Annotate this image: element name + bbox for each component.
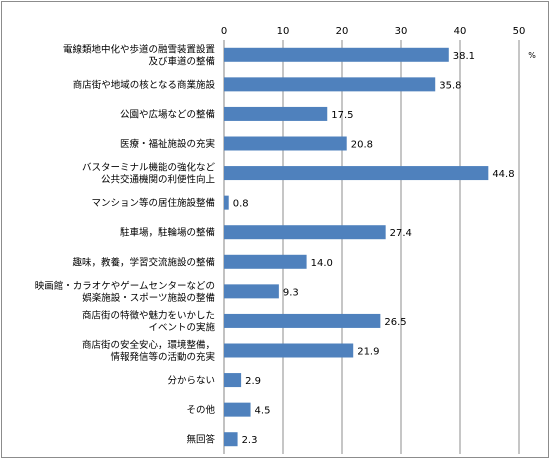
value-label: 0.8: [233, 199, 249, 210]
value-label: 35.8: [439, 80, 461, 91]
category-labels: 電線類地中化や歩道の融雪装置設置及び車道の整備商店街や地域の核となる商業施設公園…: [35, 43, 216, 445]
category-label: 商店街の特徴や魅力をいかしたイベントの実施: [82, 309, 216, 333]
category-label: マンション等の居住施設整備: [91, 197, 215, 209]
bar: [224, 373, 242, 388]
x-tick-label: 20: [336, 26, 349, 37]
x-tick-label: 0: [221, 26, 227, 37]
category-label: 商店街や地域の核となる商業施設: [73, 79, 216, 91]
bar: [224, 254, 307, 269]
category-label: 趣味，教養，学習交流施設の整備: [72, 256, 215, 268]
bar: [224, 47, 449, 62]
category-label: 映画館・カラオケやゲームセンターなどの娯楽施設・スポーツ施設の整備: [35, 280, 215, 304]
value-label: 2.9: [245, 376, 261, 387]
bar: [224, 106, 328, 121]
bar: [224, 225, 386, 240]
bars: [224, 47, 489, 447]
value-labels: 38.1 35.8 17.5 20.8 44.8 0.8 27.4 14.0 9.3 26.5 21…: [233, 51, 515, 446]
bar: [224, 166, 489, 181]
value-label: 17.5: [331, 110, 353, 121]
value-label: 38.1: [453, 51, 475, 62]
category-label: 分からない: [167, 376, 215, 387]
value-label: 44.8: [492, 169, 514, 180]
value-label: 4.5: [255, 406, 271, 417]
bar: [224, 432, 238, 447]
value-label: 27.4: [390, 228, 412, 239]
x-tick-label: 30: [395, 26, 408, 37]
value-label: 9.3: [283, 287, 299, 298]
category-label: 駐車場，駐輪場の整備: [120, 227, 215, 239]
bar: [224, 402, 251, 417]
bar: [224, 136, 347, 151]
value-label: 2.3: [242, 435, 258, 446]
gridlines: [223, 40, 520, 454]
unit-label: %: [528, 51, 536, 60]
x-tick-label: 50: [513, 26, 526, 37]
x-tick-label: 40: [454, 26, 467, 37]
bar: [224, 313, 381, 328]
bar: [224, 195, 229, 210]
category-label: バスターミナル機能の強化など公共交通機関の利便性向上: [82, 162, 216, 186]
category-label: 商店街の安全安心，環境整備，情報発信等の活動の充実: [82, 339, 216, 363]
value-label: 21.9: [357, 347, 379, 358]
value-label: 20.8: [351, 140, 373, 151]
x-tick-label: 10: [277, 26, 290, 37]
value-label: 26.5: [384, 317, 406, 328]
bar: [224, 77, 436, 92]
bar: [224, 284, 279, 299]
category-label: 電線類地中化や歩道の融雪装置設置及び車道の整備: [63, 43, 215, 67]
value-label: 14.0: [311, 258, 333, 269]
x-axis-ticks: 0 10 20 30 40 50: [221, 26, 526, 37]
bar: [224, 343, 354, 358]
category-label: 公園や広場などの整備: [120, 108, 215, 120]
category-label: その他: [186, 404, 215, 416]
category-label: 医療・福祉施設の充実: [120, 138, 216, 150]
category-label: 無回答: [186, 434, 215, 446]
